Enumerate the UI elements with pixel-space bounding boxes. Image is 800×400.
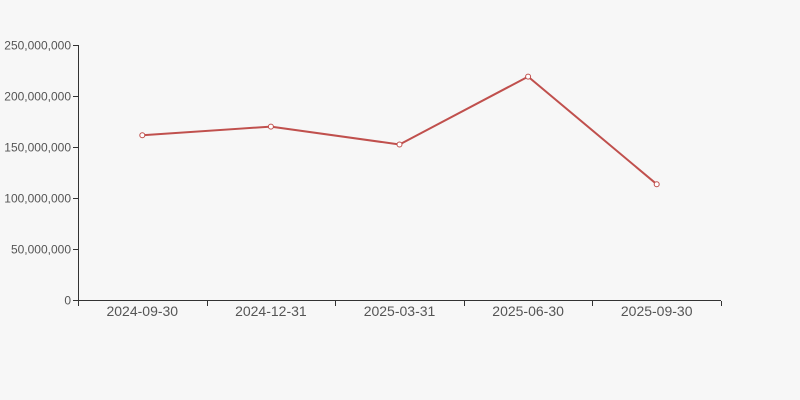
x-axis-label: 2024-12-31 [235,303,307,319]
axis-lines [78,45,721,301]
data-point-marker[interactable] [396,141,403,148]
y-axis-label: 150,000,000 [4,141,71,155]
series-line [141,75,658,186]
y-axis-label: 250,000,000 [4,39,71,53]
data-point-marker[interactable] [267,123,274,130]
data-point-marker[interactable] [525,73,532,80]
data-point-marker[interactable] [139,132,146,139]
y-axis-label: 100,000,000 [4,192,71,206]
y-axis-label: 0 [64,294,71,308]
x-axis-label: 2025-03-31 [364,303,436,319]
y-axis-label: 200,000,000 [4,90,71,104]
y-axis-label: 50,000,000 [11,243,71,257]
data-point-marker[interactable] [653,181,660,188]
x-axis-label: 2025-06-30 [492,303,564,319]
x-axis-label: 2024-09-30 [106,303,178,319]
x-axis-label: 2025-09-30 [621,303,693,319]
